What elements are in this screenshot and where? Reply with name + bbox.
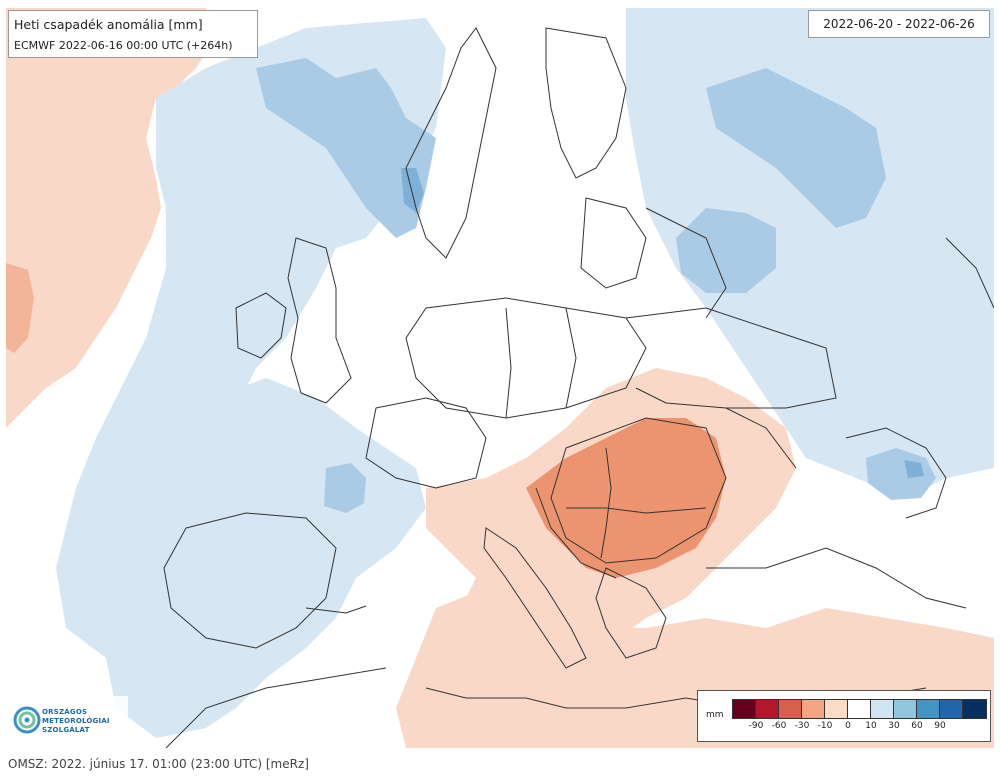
caspian-core-blue (904, 460, 924, 478)
map-canvas (6, 8, 994, 748)
russia-strong-blue-south (676, 208, 776, 293)
legend-swatch-9 (940, 700, 963, 718)
logo-line-3: SZOLGÁLAT (42, 726, 90, 734)
legend-swatch-10 (963, 700, 986, 718)
caspian-strong-blue (866, 448, 936, 500)
legend-color-bar (732, 699, 987, 719)
footer-timestamp: OMSZ: 2022. június 17. 01:00 (23:00 UTC)… (8, 757, 309, 771)
legend-tick-label: 10 (865, 721, 877, 731)
date-range-box: 2022-06-20 - 2022-06-26 (808, 10, 990, 38)
legend-unit: mm (706, 710, 724, 720)
norwegian-sea-negative-anomaly (256, 58, 436, 238)
model-run-label: ECMWF 2022-06-16 00:00 UTC (+264h) (14, 39, 233, 52)
eastern-europe-negative-anomaly (626, 8, 994, 498)
france-strong-blue (324, 463, 366, 513)
legend-swatch-5 (848, 700, 871, 718)
legend-tick-label: -10 (817, 721, 833, 731)
logo-line-1: ORSZÁGOS (42, 708, 88, 716)
color-legend: mm -90 -60 -30 -10 0 10 30 60 90 (697, 690, 991, 742)
legend-tick-label: -90 (748, 721, 764, 731)
legend-tick-label: 60 (911, 721, 923, 731)
legend-swatch-8 (917, 700, 940, 718)
legend-tick-label: -30 (794, 721, 810, 731)
legend-swatch-3 (802, 700, 825, 718)
legend-tick-label: 90 (934, 721, 946, 731)
atlantic-stronger-anomaly (6, 263, 34, 353)
logo-line-2: METEOROLÓGIAI (42, 717, 110, 725)
omsz-logo: ORSZÁGOS METEOROLÓGIAI SZOLGÁLAT (8, 696, 128, 744)
map-title: Heti csapadék anomália [mm] (14, 17, 203, 32)
legend-swatch-7 (894, 700, 917, 718)
legend-swatch-2 (779, 700, 802, 718)
legend-tick-label: 30 (888, 721, 900, 731)
romania-strong-positive-anomaly (526, 418, 726, 578)
coastlines-and-borders (163, 27, 994, 748)
omsz-logo-icon (13, 706, 41, 734)
legend-swatch-6 (871, 700, 894, 718)
atlantic-positive-anomaly (6, 8, 216, 428)
legend-tick-label: 0 (845, 721, 851, 731)
legend-swatch-1 (756, 700, 779, 718)
russia-strong-blue-north (706, 68, 886, 228)
legend-swatch-0 (733, 700, 756, 718)
precipitation-anomaly-map (6, 8, 994, 748)
date-range-label: 2022-06-20 - 2022-06-26 (823, 17, 975, 31)
legend-swatch-4 (825, 700, 848, 718)
legend-ticks: -90 -60 -30 -10 0 10 30 60 90 (732, 721, 1000, 735)
legend-tick-label: -60 (771, 721, 787, 731)
map-title-box: Heti csapadék anomália [mm] ECMWF 2022-0… (8, 10, 258, 58)
norway-coast-strong-blue (401, 168, 424, 213)
